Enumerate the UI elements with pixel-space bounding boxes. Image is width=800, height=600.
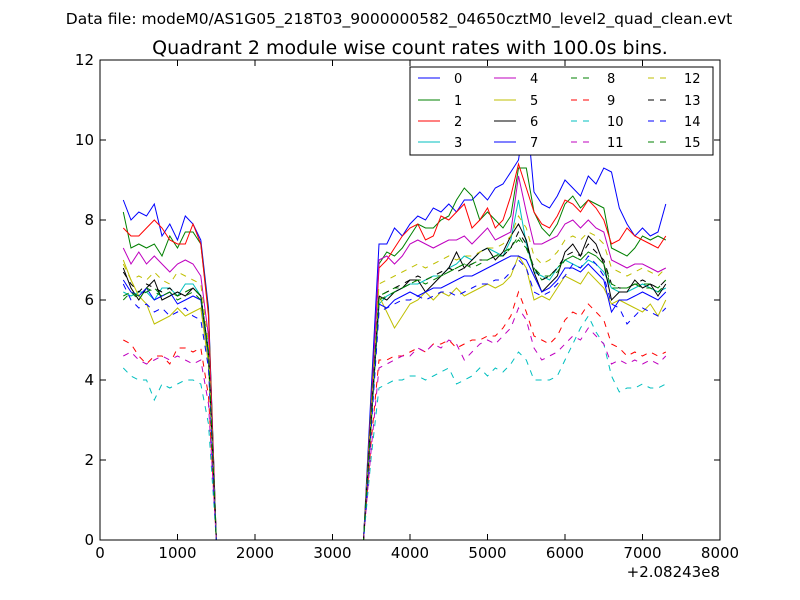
- data-file-label: Data file: modeM0/AS1G05_218T03_90000005…: [66, 10, 732, 29]
- legend-label-15: 15: [684, 136, 701, 151]
- legend-label-10: 10: [607, 115, 624, 130]
- y-tick-label: 4: [84, 371, 94, 389]
- x-tick-label: 5000: [468, 544, 506, 562]
- series-line-6: [122, 222, 667, 540]
- series-line-8: [122, 239, 667, 540]
- series-line-2: [122, 162, 667, 540]
- legend-label-3: 3: [454, 136, 462, 151]
- series-line-12: [122, 214, 667, 540]
- legend-label-7: 7: [530, 136, 538, 151]
- legend-label-2: 2: [454, 115, 462, 130]
- series-line-7: [122, 255, 667, 540]
- x-tick-label: 2000: [236, 544, 274, 562]
- series-line-0: [122, 107, 667, 540]
- x-tick-label: 1000: [158, 544, 196, 562]
- series-line-4: [122, 175, 667, 540]
- series-layer: [122, 107, 667, 540]
- series-line-5: [122, 254, 667, 540]
- x-tick-label: 6000: [546, 544, 584, 562]
- legend-label-0: 0: [454, 72, 462, 87]
- x-tick-label: 3000: [313, 544, 351, 562]
- chart-title: Quadrant 2 module wise count rates with …: [152, 37, 668, 59]
- legend-label-11: 11: [607, 136, 624, 151]
- series-line-9: [123, 290, 667, 540]
- x-offset-label: +2.08243e8: [627, 563, 720, 581]
- x-tick-label: 8000: [701, 544, 739, 562]
- series-line-14: [122, 255, 667, 540]
- x-tick-label: 7000: [623, 544, 661, 562]
- y-tick-label: 8: [84, 211, 94, 229]
- series-line-10: [122, 314, 667, 540]
- series-line-13: [122, 230, 667, 540]
- x-tick-label: 0: [95, 544, 105, 562]
- series-line-1: [122, 167, 667, 540]
- y-tick-label: 10: [75, 131, 94, 149]
- legend-label-6: 6: [530, 115, 538, 130]
- legend-label-8: 8: [607, 72, 615, 87]
- legend-label-9: 9: [607, 94, 615, 109]
- axis-ticks: 0 1000 2000 3000 4000 5000 6000 7000 80000246810…: [75, 51, 739, 562]
- y-tick-label: 0: [84, 531, 94, 549]
- legend-label-14: 14: [684, 115, 701, 130]
- legend-box: [409, 66, 714, 156]
- x-tick-label: 4000: [391, 544, 429, 562]
- y-tick-label: 12: [75, 51, 94, 69]
- legend-label-13: 13: [684, 94, 701, 109]
- legend-label-5: 5: [530, 94, 538, 109]
- y-tick-label: 6: [84, 291, 94, 309]
- series-line-15: [123, 235, 667, 540]
- plot-frame: [99, 59, 721, 541]
- y-tick-label: 2: [84, 451, 94, 469]
- legend-label-4: 4: [530, 72, 538, 87]
- legend-label-1: 1: [454, 94, 462, 109]
- legend-label-12: 12: [684, 72, 701, 87]
